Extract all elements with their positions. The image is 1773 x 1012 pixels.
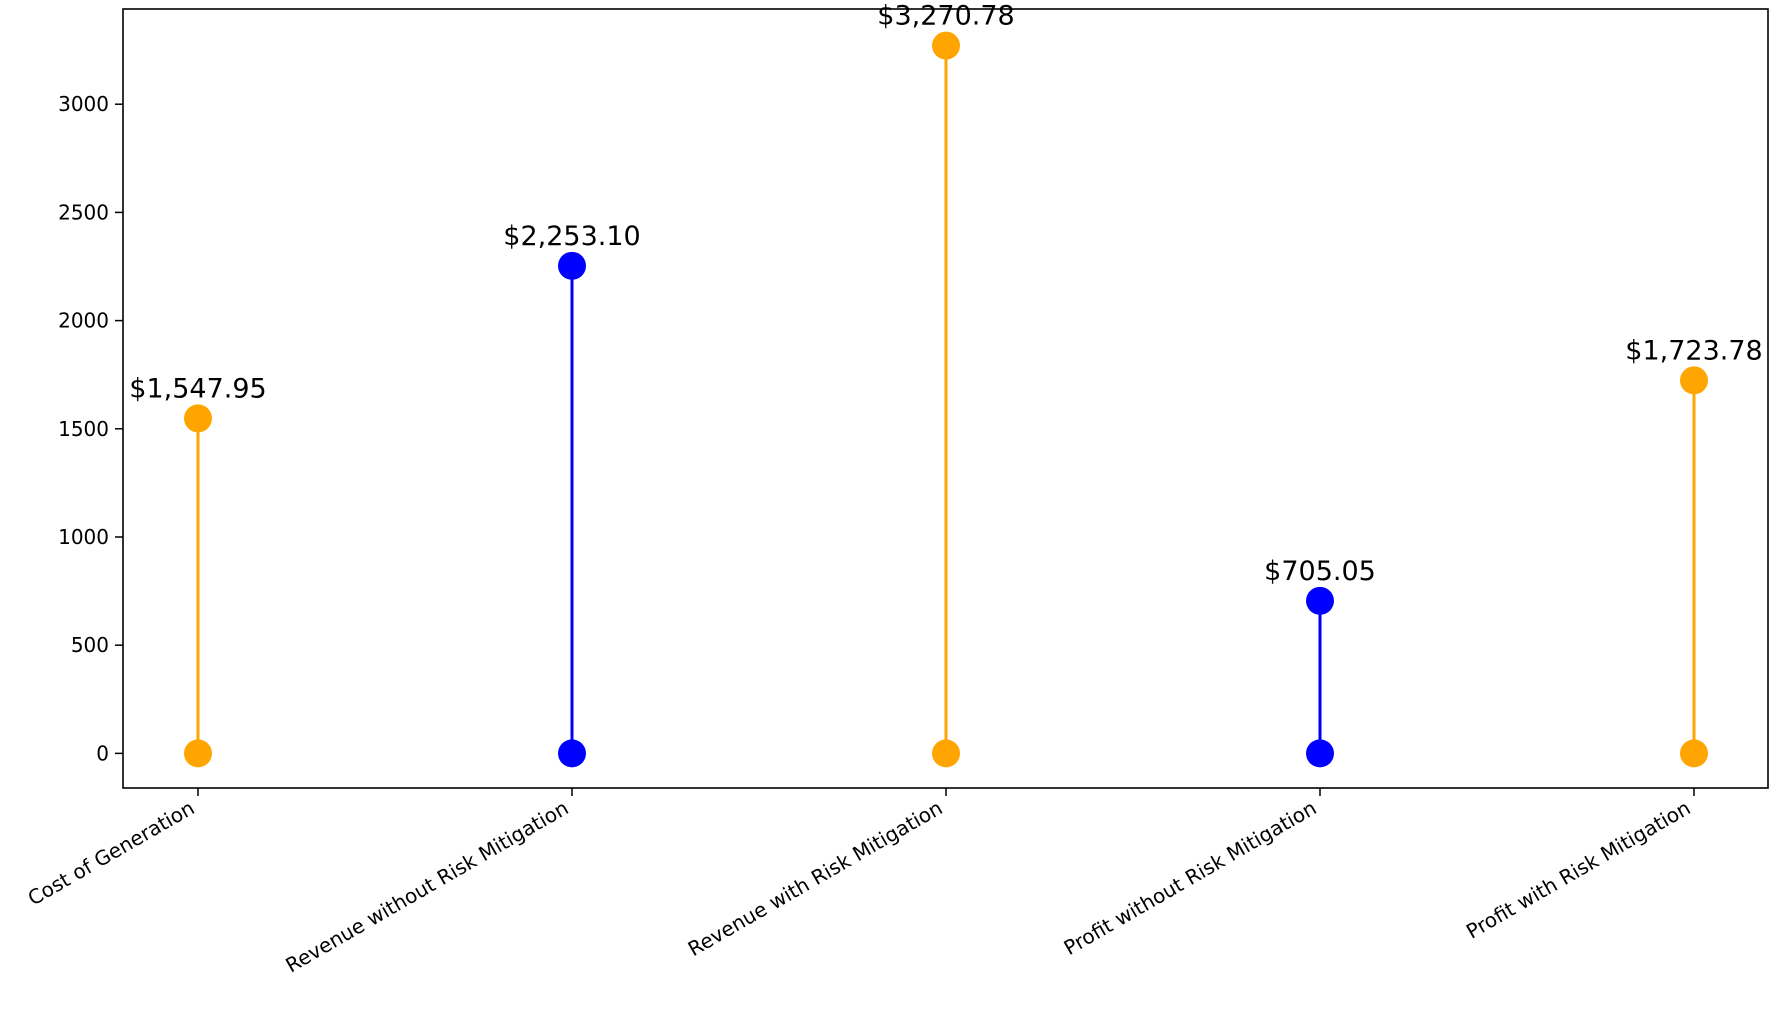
y-tick-label: 3000 bbox=[58, 92, 109, 116]
y-tick-label: 500 bbox=[71, 633, 109, 657]
base-marker bbox=[558, 739, 586, 768]
y-tick-label: 2500 bbox=[58, 200, 109, 224]
data-label: $2,253.10 bbox=[503, 221, 640, 252]
value-marker bbox=[184, 404, 212, 433]
y-axis: 0 500 1000 1500 2000 2500 3000 bbox=[58, 92, 123, 765]
base-marker bbox=[1680, 739, 1708, 768]
data-label: $1,723.78 bbox=[1625, 335, 1762, 366]
base-marker bbox=[184, 739, 212, 768]
x-tick-label: Cost of Generation bbox=[24, 796, 199, 911]
data-label: $3,270.78 bbox=[877, 1, 1014, 32]
base-marker bbox=[1306, 739, 1334, 768]
y-tick-label: 1000 bbox=[58, 525, 109, 549]
x-tick-label: Revenue with Risk Mitigation bbox=[684, 796, 947, 962]
data-labels: $1,547.95 $2,253.10 $3,270.78 $705.05 $1,723… bbox=[129, 1, 1762, 587]
y-tick-label: 0 bbox=[96, 741, 109, 765]
plot-marks bbox=[184, 31, 1708, 768]
x-tick-label: Profit with Risk Mitigation bbox=[1462, 796, 1694, 944]
base-marker bbox=[932, 739, 960, 768]
value-marker bbox=[1680, 366, 1708, 395]
x-axis: Cost of Generation Revenue without Risk M… bbox=[24, 788, 1695, 977]
x-tick-label: Revenue without Risk Mitigation bbox=[281, 796, 572, 978]
data-label: $705.05 bbox=[1264, 556, 1376, 587]
data-label: $1,547.95 bbox=[129, 373, 266, 404]
x-tick-label: Profit without Risk Mitigation bbox=[1060, 796, 1321, 960]
value-marker bbox=[1306, 586, 1334, 615]
value-marker bbox=[932, 31, 960, 60]
y-tick-label: 1500 bbox=[58, 417, 109, 441]
value-marker bbox=[558, 251, 586, 280]
y-tick-label: 2000 bbox=[58, 309, 109, 333]
